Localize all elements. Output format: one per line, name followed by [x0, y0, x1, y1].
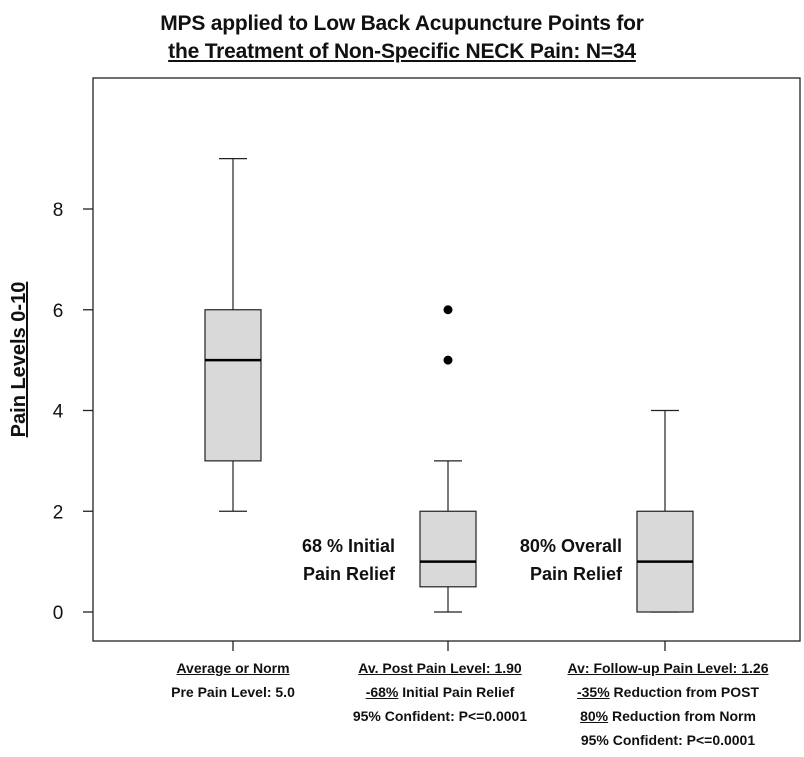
category-label-line: 95% Confident: P<=0.0001	[518, 729, 804, 751]
category-label-underlined: -68%	[365, 684, 399, 700]
category-label-line: 80% Reduction from Norm	[518, 705, 804, 727]
plot-frame	[92, 77, 801, 642]
category-label-line: 95% Confident: P<=0.0001	[290, 705, 590, 727]
category-label-text: 95% Confident: P<=0.0001	[580, 732, 756, 748]
annotation-line2: Pain Relief	[530, 564, 623, 584]
category-label-underlined: Av: Follow-up Pain Level: 1.26	[567, 660, 769, 676]
category-label-text: Pre Pain Level: 5.0	[171, 684, 295, 700]
category-label-underlined: 80%	[580, 708, 609, 724]
category-label-underlined: Average or Norm	[176, 660, 290, 676]
category-label-line: Average or Norm	[83, 657, 383, 679]
outlier-point	[443, 305, 453, 315]
chart-title-line2: the Treatment of Non-Specific NECK Pain:…	[168, 40, 636, 63]
category-label-line: -68% Initial Pain Relief	[290, 681, 590, 703]
y-axis-label: Pain Levels 0-10	[8, 282, 30, 438]
chart-title-line1: MPS applied to Low Back Acupuncture Poin…	[160, 12, 644, 35]
category-label-line: Pre Pain Level: 5.0	[83, 681, 383, 703]
category-label-underlined: Av. Post Pain Level: 1.90	[358, 660, 522, 676]
category-label-text: Initial Pain Relief	[398, 684, 515, 700]
annotation-line2: Pain Relief	[303, 564, 396, 584]
y-tick-label: 4	[53, 402, 64, 423]
category-label-line: Av. Post Pain Level: 1.90	[290, 657, 590, 679]
category-label-underlined: -35%	[576, 684, 610, 700]
y-tick-label: 0	[53, 603, 64, 624]
box	[419, 510, 477, 588]
category-label-text: 95% Confident: P<=0.0001	[352, 708, 528, 724]
annotation-line1: 80% Overall	[520, 536, 622, 556]
y-tick-label: 6	[53, 301, 64, 322]
y-tick-label: 2	[53, 502, 64, 523]
box	[204, 309, 262, 462]
category-label-text: Reduction from POST	[609, 684, 760, 700]
category-label-text: Reduction from Norm	[608, 708, 756, 724]
outlier-point	[443, 355, 453, 365]
annotation-line1: 68 % Initial	[302, 536, 395, 556]
category-label-line: -35% Reduction from POST	[518, 681, 804, 703]
category-label-line: Av: Follow-up Pain Level: 1.26	[518, 657, 804, 679]
y-tick-label: 8	[53, 200, 64, 221]
